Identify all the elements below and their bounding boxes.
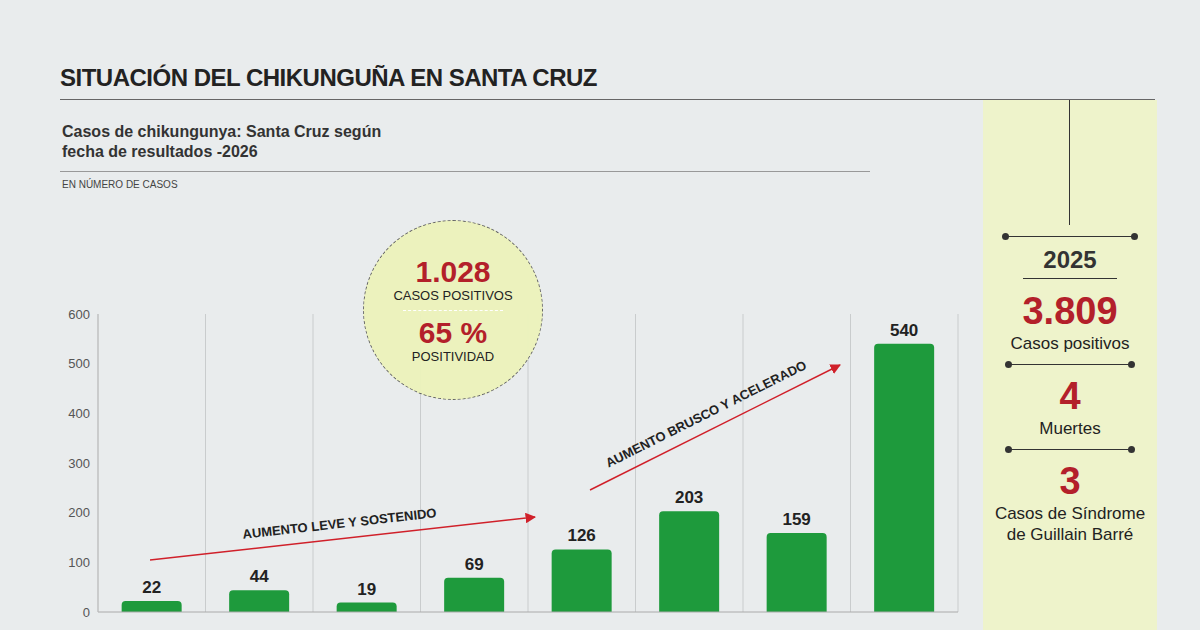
html-text:CASOS POSITIVOS: CASOS POSITIVOS bbox=[393, 287, 513, 303]
html-text:3.809: 3.809 bbox=[1022, 290, 1118, 332]
svg-text:540: 540 bbox=[890, 321, 918, 340]
html-text:Casos positivos: Casos positivos bbox=[1010, 334, 1130, 353]
html-text:2025: 2025 bbox=[1043, 246, 1097, 273]
svg-text:22: 22 bbox=[142, 578, 161, 597]
svg-text:300: 300 bbox=[68, 456, 90, 471]
svg-text:69: 69 bbox=[465, 555, 484, 574]
html-text:Casos de Síndrome de Guillain: Casos de Síndrome de Guillain Barré bbox=[994, 504, 1146, 544]
svg-text:126: 126 bbox=[567, 526, 595, 545]
html-text:4: 4 bbox=[1059, 375, 1081, 417]
html-text:SITUACIÓN DEL CHIKUNGUÑA EN SA: SITUACIÓN DEL CHIKUNGUÑA EN SANTA CRUZ bbox=[60, 64, 597, 91]
svg-text:19: 19 bbox=[357, 580, 376, 599]
svg-text:44: 44 bbox=[250, 567, 269, 586]
html-text:EN NÚMERO DE CASOS: EN NÚMERO DE CASOS bbox=[62, 179, 178, 190]
svg-text:400: 400 bbox=[68, 406, 90, 421]
html-text:3: 3 bbox=[1059, 460, 1081, 502]
svg-text:100: 100 bbox=[68, 555, 90, 570]
html-text:Casos de chikungunya: Santa Cr: Casos de chikungunya: Santa Cruz según f… bbox=[62, 123, 382, 160]
svg-text:200: 200 bbox=[68, 505, 90, 520]
svg-text:0: 0 bbox=[83, 605, 90, 620]
svg-text:203: 203 bbox=[675, 488, 703, 507]
html-text:Muertes: Muertes bbox=[1039, 419, 1101, 438]
svg-text:AUMENTO BRUSCO Y ACELERADO: AUMENTO BRUSCO Y ACELERADO bbox=[603, 357, 809, 470]
svg-text:159: 159 bbox=[782, 510, 810, 529]
svg-text:AUMENTO LEVE Y SOSTENIDO: AUMENTO LEVE Y SOSTENIDO bbox=[242, 505, 438, 542]
html-text:POSITIVIDAD: POSITIVIDAD bbox=[411, 348, 495, 364]
svg-text:500: 500 bbox=[68, 356, 90, 371]
svg-text:600: 600 bbox=[68, 307, 90, 322]
html-text:1.028: 1.028 bbox=[415, 254, 491, 288]
html-text:65 %: 65 % bbox=[418, 315, 488, 349]
